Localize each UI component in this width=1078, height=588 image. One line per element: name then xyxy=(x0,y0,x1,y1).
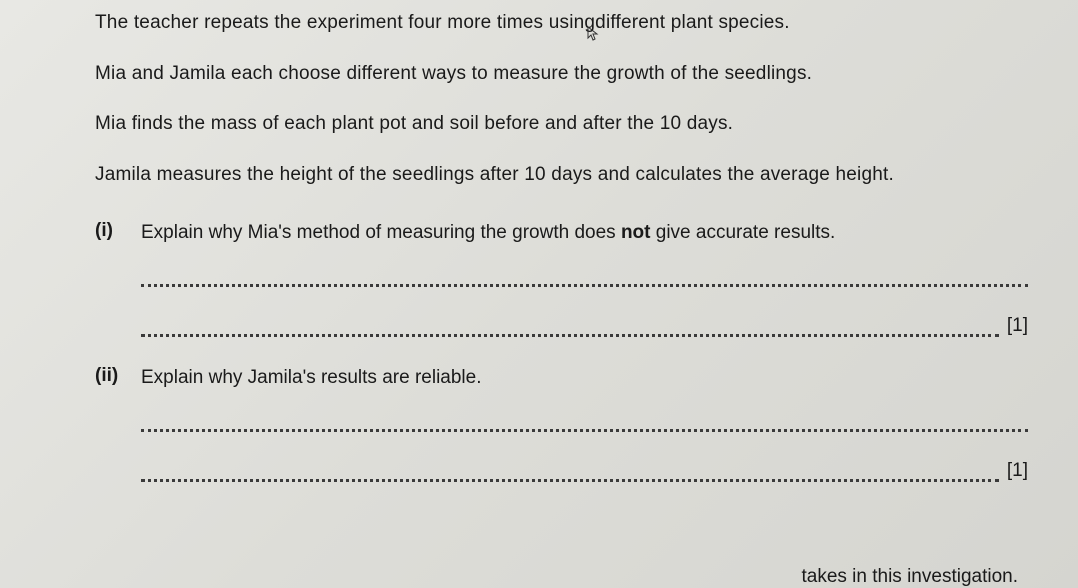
intro-paragraph-4: Jamila measures the height of the seedli… xyxy=(95,162,1028,189)
question-ii-number: (ii) xyxy=(95,365,141,387)
question-ii-answer-area: [1] xyxy=(95,414,1028,482)
question-ii-marks: [1] xyxy=(1007,460,1028,482)
question-i-marks: [1] xyxy=(1007,315,1028,337)
answer-line-row: [1] xyxy=(141,315,1028,337)
intro-paragraph-2: Mia and Jamila each choose different way… xyxy=(95,61,1028,88)
question-i-text-b: give accurate results. xyxy=(650,222,835,243)
intro-text-1a: The teacher repeats the experiment four … xyxy=(95,12,595,33)
question-ii-row: (ii) Explain why Jamila's results are re… xyxy=(95,365,1028,392)
question-i-bold: not xyxy=(621,222,651,243)
answer-line-row xyxy=(141,414,1028,432)
answer-dotted-line xyxy=(141,414,1028,432)
question-i-text: Explain why Mia's method of measuring th… xyxy=(141,220,1028,247)
answer-line-row xyxy=(141,269,1028,287)
question-i-number: (i) xyxy=(95,220,141,242)
question-i-row: (i) Explain why Mia's method of measurin… xyxy=(95,220,1028,247)
intro-text-1b: different plant species. xyxy=(595,12,790,33)
question-i-block: (i) Explain why Mia's method of measurin… xyxy=(95,220,1028,337)
question-ii-text: Explain why Jamila's results are reliabl… xyxy=(141,365,1028,392)
question-i-answer-area: [1] xyxy=(95,269,1028,337)
question-i-text-a: Explain why Mia's method of measuring th… xyxy=(141,222,621,243)
intro-paragraph-3: Mia finds the mass of each plant pot and… xyxy=(95,111,1028,138)
answer-dotted-line xyxy=(141,464,999,482)
partial-bottom-text: takes in this investigation. xyxy=(801,566,1018,588)
answer-dotted-line xyxy=(141,269,1028,287)
question-ii-block: (ii) Explain why Jamila's results are re… xyxy=(95,365,1028,482)
intro-paragraph-1: The teacher repeats the experiment four … xyxy=(95,10,1028,37)
answer-line-row: [1] xyxy=(141,460,1028,482)
answer-dotted-line xyxy=(141,319,999,337)
